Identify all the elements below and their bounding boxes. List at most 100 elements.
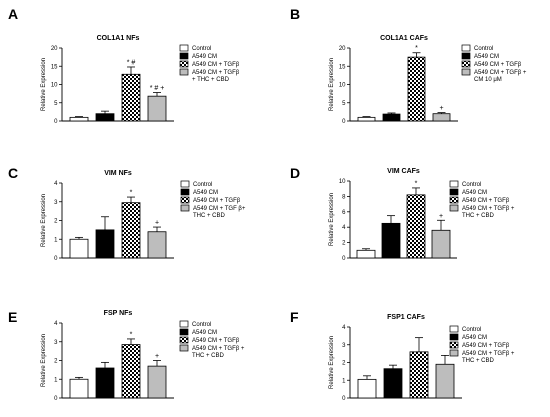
significance-label: * xyxy=(415,45,418,52)
legend-swatch xyxy=(179,52,189,60)
legend-swatch xyxy=(180,196,190,204)
legend-label: CM 10 μM xyxy=(474,77,502,83)
significance-label: + xyxy=(155,220,159,227)
y-tick-label: 4 xyxy=(342,325,346,331)
y-axis-label: Relative Expression xyxy=(41,334,47,387)
bar xyxy=(406,194,426,259)
legend-label: A549 CM xyxy=(474,54,499,60)
bar xyxy=(356,249,376,259)
y-tick-label: 2 xyxy=(54,219,58,225)
bar xyxy=(69,116,89,122)
legend-swatch xyxy=(179,60,189,68)
y-tick-label: 20 xyxy=(339,46,346,52)
y-tick-label: 2 xyxy=(342,241,346,247)
legend-label: A549 CM + TGF β+ xyxy=(193,206,246,212)
significance-label: + xyxy=(439,213,443,220)
bar xyxy=(407,56,426,122)
legend-label: Control xyxy=(193,182,212,188)
legend-swatch xyxy=(449,196,459,204)
y-tick-label: 1 xyxy=(54,377,58,383)
bar xyxy=(431,229,451,259)
y-tick-label: 0 xyxy=(54,256,58,262)
chart-title: VIM CAFs xyxy=(387,168,420,175)
legend-label: Control xyxy=(462,182,481,188)
chart-title: FSP1 CAFs xyxy=(387,314,425,321)
bar xyxy=(121,202,141,259)
panel-letter: F xyxy=(290,309,299,325)
legend-label: THC + CBD xyxy=(462,358,495,364)
y-tick-label: 2 xyxy=(342,361,346,367)
bar xyxy=(435,363,455,399)
bar xyxy=(383,368,403,399)
y-tick-label: 3 xyxy=(54,340,58,346)
significance-label: * xyxy=(415,180,418,187)
chart-title: VIM NFs xyxy=(104,170,132,177)
y-tick-label: 1 xyxy=(342,378,346,384)
legend-swatch xyxy=(449,333,459,341)
legend-label: A549 CM + TGFβ + xyxy=(462,206,515,212)
y-tick-label: 20 xyxy=(51,46,58,52)
bar xyxy=(121,73,141,122)
y-axis-label: Relative Expression xyxy=(329,193,335,246)
panel-c: C VIM NFs Relative Expression 0 1 2 3 4 * + Contro… xyxy=(8,165,246,262)
legend-label: A549 CM xyxy=(192,54,217,60)
bar xyxy=(147,231,167,259)
y-tick-label: 15 xyxy=(51,64,58,70)
panel-letter: E xyxy=(8,309,17,325)
y-tick-label: 0 xyxy=(342,256,346,262)
legend-label: A549 CM + TGFβ xyxy=(462,198,510,204)
panel-d: D VIM CAFs Relative Expression 0 2 4 6 8 10 * + Con… xyxy=(290,165,515,262)
y-tick-label: 10 xyxy=(339,179,346,185)
legend-swatch xyxy=(179,336,189,344)
panel-a: A COL1A1 NFs Relative Expression 0 5 10 15 20 * … xyxy=(8,6,240,125)
chart-title: COL1A1 CAFs xyxy=(380,35,428,42)
bar xyxy=(121,344,141,399)
y-tick-label: 0 xyxy=(342,396,346,402)
y-tick-label: 0 xyxy=(54,119,58,125)
legend-swatch xyxy=(449,188,459,196)
legend-label: A549 CM + TGFβ xyxy=(474,62,522,68)
bar xyxy=(382,113,401,122)
legend-label: A549 CM + TGFβ xyxy=(192,62,240,68)
panel-letter: C xyxy=(8,165,18,181)
legend-swatch xyxy=(449,341,459,349)
legend-label: THC + CBD xyxy=(193,213,226,219)
significance-label: * xyxy=(130,190,133,197)
legend-swatch xyxy=(461,68,471,76)
bar xyxy=(147,95,167,122)
legend-swatch xyxy=(461,44,471,52)
panel-b: B COL1A1 CAFs Relative Expression 0 5 10 15 20 *… xyxy=(290,6,527,125)
legend-label: A549 CM + TGFβ xyxy=(193,198,241,204)
legend-label: A549 CM + TGFβ + xyxy=(474,70,527,76)
legend-swatch xyxy=(449,325,459,333)
chart-title: COL1A1 NFs xyxy=(97,35,140,42)
legend-label: A549 CM xyxy=(462,190,487,196)
legend-label: A549 CM + TGFβ + xyxy=(192,346,245,352)
significance-label: + xyxy=(155,353,159,360)
bar xyxy=(381,222,401,259)
bar xyxy=(95,367,115,399)
panel-letter: A xyxy=(8,6,18,22)
legend-label: + THC + CBD xyxy=(192,77,230,83)
legend-label: A549 CM + TGFβ xyxy=(462,343,510,349)
y-axis-label: Relative Expression xyxy=(41,194,47,247)
y-axis-label: Relative Expression xyxy=(41,58,47,111)
bar xyxy=(409,351,429,399)
bar xyxy=(95,113,115,122)
y-tick-label: 5 xyxy=(54,101,58,107)
legend-label: A549 CM + TGFβ xyxy=(192,338,240,344)
legend-swatch xyxy=(461,60,471,68)
legend-label: A549 CM xyxy=(192,330,217,336)
legend-swatch xyxy=(180,180,190,188)
legend-swatch xyxy=(179,44,189,52)
legend-swatch xyxy=(179,68,189,76)
bar xyxy=(69,378,89,399)
y-tick-label: 3 xyxy=(342,343,346,349)
bar xyxy=(69,238,89,259)
legend-swatch xyxy=(180,188,190,196)
y-tick-label: 0 xyxy=(342,119,346,125)
y-tick-label: 4 xyxy=(54,181,58,187)
legend-swatch xyxy=(180,204,190,212)
legend-label: THC + CBD xyxy=(462,213,495,219)
bar xyxy=(432,113,451,122)
